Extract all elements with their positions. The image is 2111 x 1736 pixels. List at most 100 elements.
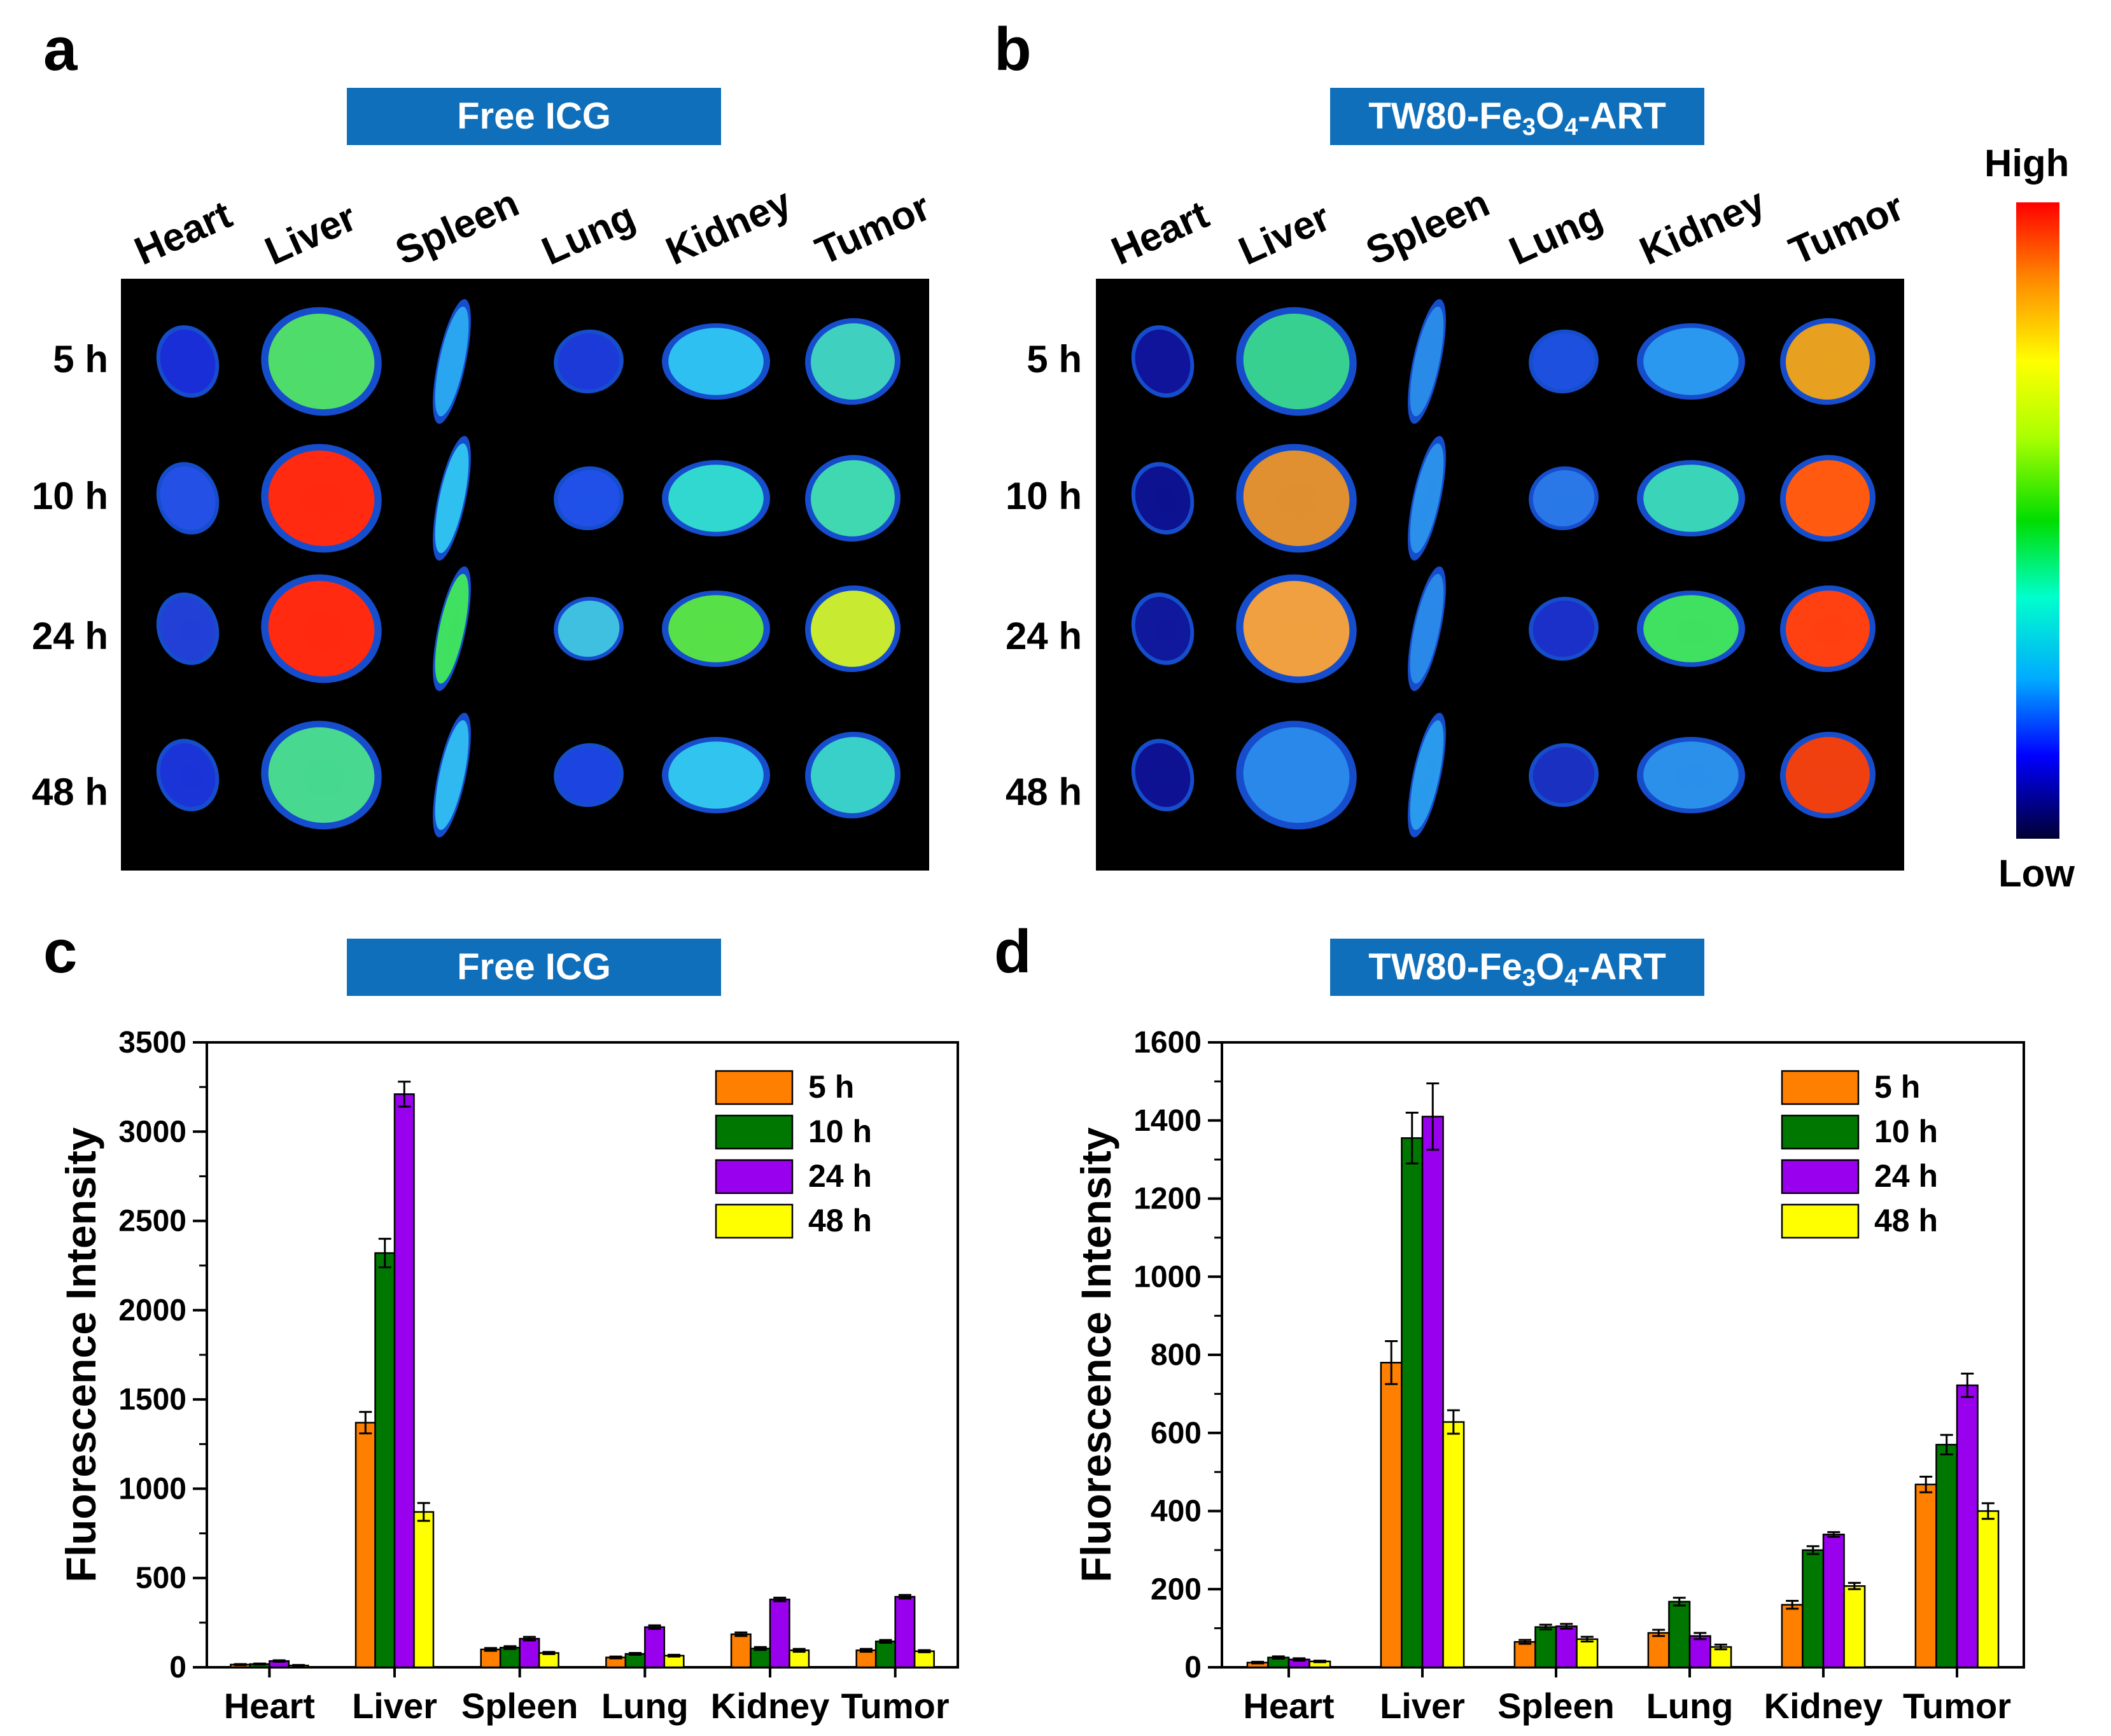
tw80-organ-lung-2 [1529, 596, 1599, 661]
free-icg-organ-kidney-0 [662, 323, 770, 400]
chart-d-bar-spleen-5h [1513, 1641, 1536, 1669]
free-icg-organ-spleen-1 [433, 436, 471, 561]
organ-label-lung-a: Lung [535, 194, 642, 274]
time-label-24h-a: 24 h [31, 615, 108, 657]
tw80-organ-kidney-2 [1637, 591, 1745, 667]
chart-d-bar-spleen-10h [1534, 1626, 1557, 1669]
free-icg-organ-lung-2 [554, 596, 624, 661]
chart-c-legend-swatch-24h [715, 1159, 794, 1194]
free-icg-organ-lung-0 [554, 329, 624, 394]
chart-d-bar-liver-48h [1442, 1421, 1465, 1669]
chart-d-ytick-label: 400 [1151, 1495, 1202, 1529]
tw80-organ-liver-3 [1236, 720, 1357, 830]
organ-label-spleen-b: Spleen [1359, 181, 1496, 274]
chart-d-xtick-label-spleen: Spleen [1497, 1686, 1615, 1726]
tw80-organ-liver-1 [1236, 444, 1357, 553]
chart-d-legend-label-5h: 5 h [1874, 1069, 1920, 1105]
chart-c-bar-kidney-48h [789, 1649, 810, 1669]
chart-d-bar-liver-10h [1401, 1137, 1424, 1669]
tw80-organ-kidney-1 [1637, 460, 1745, 536]
chart-d-ytick-label: 0 [1184, 1651, 1202, 1684]
tw80-organ-tumor-1 [1780, 454, 1876, 542]
chart-c-legend-label-48h: 48 h [808, 1203, 872, 1238]
time-label-10h-a: 10 h [31, 475, 108, 517]
imaging-panel-free-icg [121, 279, 929, 871]
free-icg-organ-heart-1 [156, 462, 220, 535]
chart-d-ytick-label: 800 [1151, 1338, 1202, 1372]
chart-c-ytick-label: 1500 [118, 1383, 186, 1417]
chart-d-bar-kidney-5h [1781, 1604, 1804, 1669]
chart-d-bar-spleen-48h [1576, 1638, 1599, 1669]
chart-c-ytick-label: 500 [136, 1562, 186, 1595]
organ-label-spleen-a: Spleen [389, 181, 526, 274]
tw80-organ-kidney-0 [1637, 323, 1745, 400]
chart-c-bar-kidney-10h [750, 1648, 771, 1669]
imaging-panel-tw80 [1096, 279, 1904, 871]
bar-chart-free-icg: 0 500 1000 1500 2000 2500 3000 3500 Fluorescence… [57, 1026, 959, 1726]
chart-c-xtick-label-lung: Lung [601, 1686, 689, 1726]
chart-d-bar-tumor-48h [1977, 1510, 2000, 1669]
free-icg-organ-liver-3 [261, 720, 382, 830]
chart-d-ytick-label: 1000 [1133, 1260, 1202, 1294]
free-icg-organ-lung-1 [554, 466, 624, 531]
chart-c-bar-spleen-24h [519, 1637, 540, 1669]
chart-d-bar-lung-5h [1647, 1632, 1670, 1669]
chart-d-legend-swatch-24h [1781, 1159, 1860, 1194]
chart-d-bar-kidney-10h [1802, 1549, 1825, 1669]
time-label-48h-a: 48 h [31, 771, 108, 813]
time-label-10h-b: 10 h [1005, 475, 1082, 517]
chart-c-bar-tumor-48h [913, 1650, 935, 1669]
chart-c-bar-kidney-5h [730, 1633, 752, 1669]
free-icg-organ-heart-0 [156, 325, 220, 398]
chart-c-bar-tumor-5h [855, 1649, 877, 1669]
tw80-organ-tumor-2 [1780, 585, 1876, 673]
chart-c-legend-label-5h: 5 h [808, 1069, 854, 1105]
free-icg-organ-spleen-2 [433, 566, 471, 691]
tw80-organ-spleen-3 [1408, 713, 1446, 837]
free-icg-organ-heart-3 [156, 739, 220, 811]
organ-label-lung-b: Lung [1503, 194, 1609, 274]
organ-label-heart-b: Heart [1105, 192, 1216, 274]
tw80-organ-kidney-3 [1637, 737, 1745, 813]
free-icg-organ-heart-2 [156, 592, 220, 665]
chart-d-legend-swatch-48h [1781, 1203, 1860, 1239]
chart-d-legend-swatch-5h [1781, 1070, 1860, 1105]
tw80-organ-lung-0 [1529, 329, 1599, 394]
chart-d-bar-lung-10h [1668, 1600, 1691, 1669]
chart-c-xtick-label-tumor: Tumor [841, 1686, 950, 1726]
colorbar-low-label: Low [1998, 852, 2075, 895]
free-icg-organ-tumor-2 [805, 585, 901, 673]
tw80-organ-heart-3 [1131, 739, 1195, 811]
organ-label-liver-a: Liver [258, 195, 363, 274]
tw80-organ-heart-2 [1131, 592, 1195, 665]
chart-c-ytick-label: 0 [169, 1651, 186, 1684]
free-icg-organ-liver-2 [261, 574, 382, 683]
chart-d-xtick-label-liver: Liver [1380, 1686, 1465, 1726]
colorbar-high-label: High [1984, 142, 2070, 185]
free-icg-organ-spleen-3 [433, 713, 471, 837]
chart-c-bar-liver-5h [354, 1422, 376, 1669]
banner-tw80-top: TW80-Fe3O4-ART [1330, 88, 1704, 145]
time-label-48h-b: 48 h [1005, 771, 1082, 813]
chart-c-xtick-label-spleen: Spleen [461, 1686, 579, 1726]
chart-c-xtick-label-heart: Heart [224, 1686, 315, 1726]
free-icg-organ-tumor-1 [805, 454, 901, 542]
panel-letter-a: a [43, 15, 78, 83]
chart-d-ylabel: Fluorescence Intensity [1072, 1127, 1119, 1583]
chart-c-xtick-label-kidney: Kidney [711, 1686, 830, 1726]
free-icg-organ-kidney-2 [662, 591, 770, 667]
free-icg-organ-liver-1 [261, 444, 382, 553]
tw80-organ-liver-0 [1236, 307, 1357, 416]
tw80-organ-heart-1 [1131, 462, 1195, 535]
chart-c-bar-spleen-5h [480, 1648, 501, 1669]
chart-d-ytick-label: 600 [1151, 1417, 1202, 1450]
tw80-organ-heart-0 [1131, 325, 1195, 398]
tw80-organ-spleen-2 [1408, 566, 1446, 691]
free-icg-organ-kidney-1 [662, 460, 770, 536]
banner-free-icg-top: Free ICG [347, 88, 721, 145]
organ-label-kidney-b: Kidney [1633, 179, 1772, 274]
chart-c-ytick-label: 2500 [118, 1205, 186, 1238]
chart-d-xtick-label-lung: Lung [1646, 1686, 1734, 1726]
bar-chart-tw80: 0 200 400 600 800 1000 1200 1400 1600 Fluorescenc… [1072, 1026, 2025, 1726]
chart-c-bar-spleen-48h [538, 1652, 559, 1669]
